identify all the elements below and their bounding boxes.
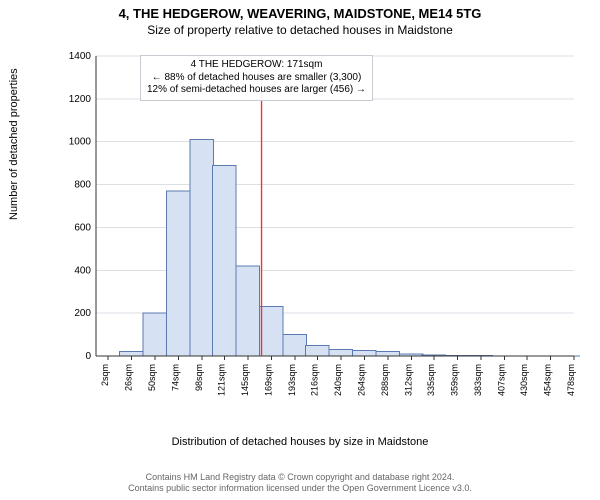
svg-text:1400: 1400 [69,51,92,62]
histogram-bar [376,352,400,356]
svg-text:169sqm: 169sqm [263,364,273,396]
chart-area: 0 200 400 600 800 1000 1200 1400 2sqm 26sqm 50sqm 7… [60,50,580,410]
histogram-bar [190,140,214,356]
svg-text:26sqm: 26sqm [123,364,133,391]
svg-text:478sqm: 478sqm [566,364,576,396]
x-axis-label: Distribution of detached houses by size … [0,436,600,448]
svg-text:288sqm: 288sqm [380,364,390,396]
svg-text:312sqm: 312sqm [403,364,413,396]
histogram-svg: 0 200 400 600 800 1000 1200 1400 2sqm 26sqm 50sqm 7… [60,50,580,410]
svg-text:600: 600 [74,222,91,233]
svg-text:1200: 1200 [69,94,92,105]
svg-text:145sqm: 145sqm [240,364,250,396]
histogram-bar [120,352,144,356]
svg-text:383sqm: 383sqm [473,364,483,396]
histogram-bar [167,191,191,356]
annotation-line2: ← 88% of detached houses are smaller (3,… [147,72,366,85]
footnote-line1: Contains HM Land Registry data © Crown c… [146,472,455,482]
title-sub: Size of property relative to detached ho… [0,21,600,37]
histogram-bar [353,351,377,356]
svg-text:216sqm: 216sqm [309,364,319,396]
svg-text:240sqm: 240sqm [333,364,343,396]
annotation-line3: 12% of semi-detached houses are larger (… [147,84,366,97]
histogram-bar [306,345,330,356]
svg-text:335sqm: 335sqm [426,364,436,396]
svg-text:2sqm: 2sqm [100,364,110,386]
histogram-bar [329,350,353,356]
footnote: Contains HM Land Registry data © Crown c… [0,472,600,495]
svg-text:454sqm: 454sqm [542,364,552,396]
svg-text:1000: 1000 [69,137,92,148]
svg-text:264sqm: 264sqm [356,364,366,396]
svg-text:359sqm: 359sqm [449,364,459,396]
svg-text:0: 0 [85,351,91,362]
svg-text:407sqm: 407sqm [496,364,506,396]
histogram-bar [213,165,237,356]
histogram-bar [236,266,260,356]
histogram-bar [283,335,307,356]
annotation-box: 4 THE HEDGEROW: 171sqm ← 88% of detached… [140,55,373,101]
footnote-line2: Contains public sector information licen… [128,483,472,493]
svg-text:400: 400 [74,265,91,276]
title-main: 4, THE HEDGEROW, WEAVERING, MAIDSTONE, M… [0,0,600,21]
svg-text:193sqm: 193sqm [287,364,297,396]
annotation-line1: 4 THE HEDGEROW: 171sqm [147,59,366,72]
svg-text:200: 200 [74,308,91,319]
svg-text:121sqm: 121sqm [216,364,226,396]
svg-text:800: 800 [74,180,91,191]
histogram-bar [260,307,284,356]
svg-text:74sqm: 74sqm [170,364,180,391]
y-axis-label: Number of detached properties [8,68,20,220]
svg-text:98sqm: 98sqm [194,364,204,391]
svg-text:430sqm: 430sqm [519,364,529,396]
svg-text:50sqm: 50sqm [147,364,157,391]
histogram-bar [143,313,167,356]
